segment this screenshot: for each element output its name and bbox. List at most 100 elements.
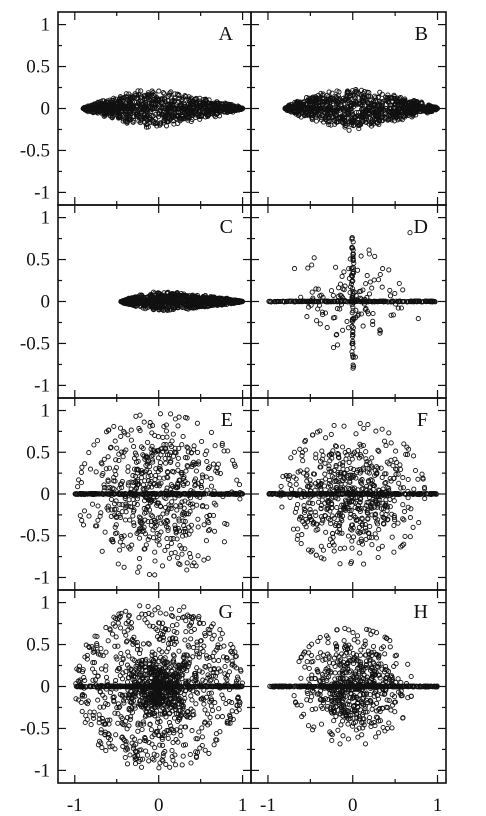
data-point — [175, 462, 181, 468]
data-point — [165, 543, 171, 550]
data-point — [161, 120, 167, 126]
data-point — [375, 277, 382, 283]
data-point — [279, 504, 285, 510]
data-point — [163, 460, 169, 466]
data-point — [177, 562, 183, 568]
data-point — [145, 124, 151, 130]
y-tick-label: 0.5 — [26, 57, 50, 78]
data-point — [135, 569, 141, 575]
data-point — [195, 449, 201, 455]
y-tick-label: 0.5 — [26, 250, 50, 271]
data-point — [149, 88, 155, 94]
data-point — [114, 445, 120, 451]
y-tick-label: -1 — [34, 375, 50, 396]
data-point — [395, 305, 401, 311]
data-point — [221, 539, 227, 545]
data-point — [94, 438, 101, 444]
panel-points — [118, 289, 246, 314]
data-point — [215, 461, 221, 467]
panel-d: D — [250, 204, 447, 399]
data-point — [163, 428, 169, 434]
data-point — [203, 538, 209, 544]
data-point — [366, 247, 372, 253]
y-tick-label: 1 — [41, 208, 51, 229]
data-point — [358, 253, 364, 259]
data-point — [321, 556, 327, 562]
data-point — [81, 508, 88, 514]
data-point — [125, 432, 131, 438]
panel-label: B — [415, 23, 428, 45]
data-point — [184, 444, 190, 450]
data-point — [208, 483, 215, 489]
data-point — [376, 527, 382, 533]
data-point — [366, 251, 372, 257]
data-point — [111, 486, 117, 492]
y-tick-label: 0 — [41, 484, 51, 505]
data-point — [206, 97, 212, 103]
y-tick-label: 0 — [41, 292, 51, 313]
data-point — [309, 262, 315, 268]
data-point — [183, 468, 189, 474]
data-point — [186, 96, 192, 102]
data-point — [201, 557, 207, 563]
data-point — [389, 534, 395, 540]
data-point — [196, 111, 202, 117]
data-point — [195, 553, 201, 559]
panel-points — [80, 88, 246, 130]
data-point — [288, 455, 294, 461]
data-point — [363, 281, 369, 287]
data-point — [99, 548, 105, 554]
data-point — [194, 420, 200, 426]
data-point — [77, 513, 83, 519]
panel-c: 10.50-0.5-1C — [20, 204, 252, 399]
data-point — [87, 466, 94, 472]
data-point — [364, 273, 370, 279]
data-point — [153, 96, 159, 102]
data-point — [137, 535, 143, 541]
panel-points — [266, 230, 438, 371]
data-point — [344, 318, 350, 325]
data-point — [138, 88, 144, 94]
data-point — [109, 115, 115, 121]
data-point — [337, 281, 344, 287]
data-point — [369, 285, 375, 291]
y-tick-label: -0.5 — [20, 526, 50, 547]
data-point — [237, 496, 243, 502]
data-point — [152, 121, 158, 127]
data-point — [405, 476, 411, 483]
data-point — [102, 529, 108, 535]
data-point — [387, 293, 394, 299]
y-tick-label: -1 — [34, 182, 50, 203]
data-point — [95, 110, 101, 116]
panel-e: 10.50-0.5-1E — [20, 397, 252, 591]
data-point — [153, 472, 159, 479]
data-point — [161, 91, 167, 97]
data-point — [152, 549, 158, 555]
data-point — [135, 88, 141, 94]
data-point — [167, 90, 173, 96]
data-point — [123, 91, 129, 97]
data-point — [145, 473, 151, 480]
data-point — [149, 118, 155, 124]
data-point — [141, 419, 147, 425]
data-point — [212, 114, 218, 120]
data-point — [339, 273, 345, 279]
data-point — [236, 482, 243, 488]
data-point — [125, 468, 131, 474]
panel-label: A — [219, 23, 234, 45]
data-point — [328, 288, 335, 294]
data-point — [117, 547, 123, 553]
data-point — [132, 473, 138, 479]
data-point — [168, 540, 174, 546]
data-point — [324, 325, 330, 331]
data-point — [175, 120, 181, 126]
data-point — [173, 503, 179, 509]
data-point — [121, 429, 127, 435]
panel-label: D — [414, 216, 428, 238]
data-point — [128, 437, 134, 443]
data-point — [212, 528, 218, 534]
data-point — [422, 496, 428, 502]
data-point — [130, 105, 136, 111]
data-point — [130, 117, 136, 123]
